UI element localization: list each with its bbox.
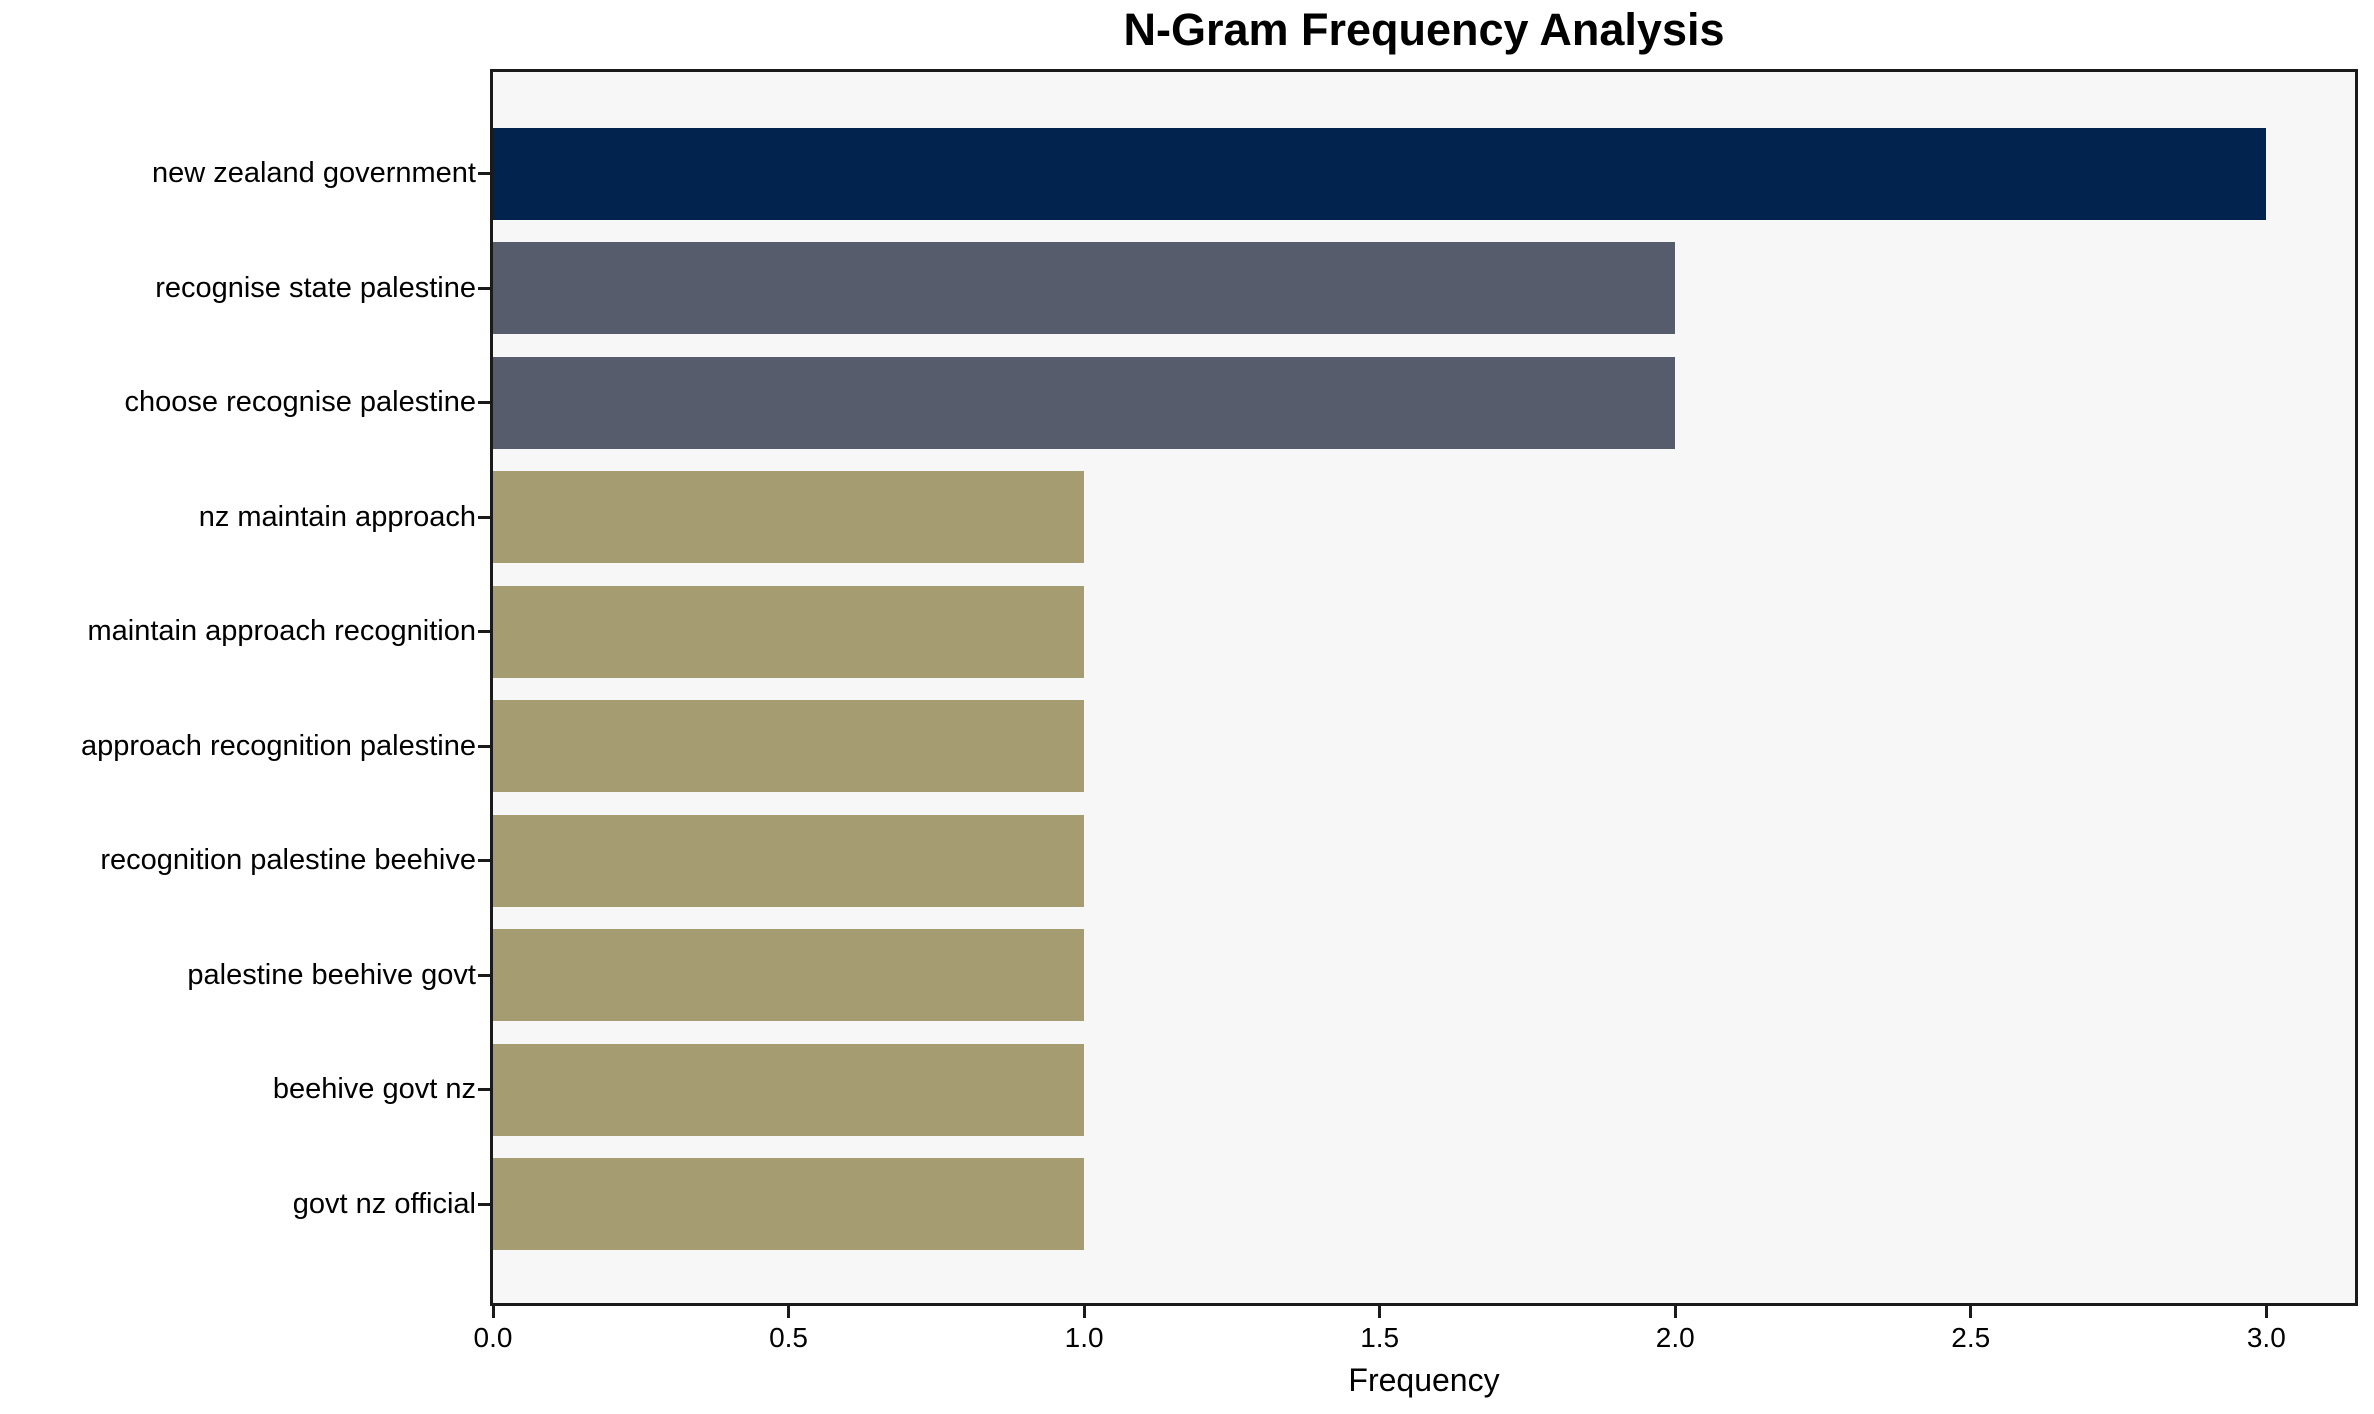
- y-tick-mark: [478, 744, 490, 748]
- y-tick-label: choose recognise palestine: [124, 386, 476, 419]
- bar-approach-recognition-palestine: [493, 700, 1085, 793]
- x-tick-label: 3.0: [2246, 1322, 2286, 1353]
- y-tick-mark: [478, 286, 490, 290]
- x-tick-label: 2.0: [1655, 1322, 1695, 1353]
- y-tick-mark: [478, 515, 490, 519]
- bar-govt-nz-official: [493, 1158, 1085, 1251]
- y-tick-label: approach recognition palestine: [81, 729, 476, 762]
- y-tick-mark: [478, 1088, 490, 1092]
- y-tick-mark: [478, 172, 490, 175]
- chart-title: N-Gram Frequency Analysis: [1123, 4, 1725, 55]
- x-tick-label: 0.0: [473, 1322, 513, 1353]
- bar-beehive-govt-nz: [493, 1043, 1085, 1136]
- x-tick-label: 1.5: [1360, 1322, 1400, 1353]
- y-tick-mark: [478, 401, 490, 405]
- bar-recognition-palestine-beehive: [493, 814, 1085, 907]
- x-axis-label: Frequency: [1348, 1362, 1500, 1398]
- x-tick-mark: [2264, 1306, 2268, 1318]
- y-tick-label: nz maintain approach: [198, 500, 476, 533]
- y-tick-mark: [478, 1202, 490, 1206]
- y-tick-mark: [478, 973, 490, 977]
- bar-nz-maintain-approach: [493, 471, 1085, 564]
- x-tick-mark: [1082, 1306, 1086, 1318]
- x-tick-mark: [1673, 1306, 1677, 1318]
- y-tick-label: recognise state palestine: [155, 271, 476, 304]
- bar-new-zealand-government: [493, 127, 2267, 220]
- plot-area: [490, 69, 2358, 1306]
- y-tick-label: new zealand government: [151, 157, 476, 189]
- x-tick-label: 2.5: [1951, 1322, 1991, 1353]
- bar-palestine-beehive-govt: [493, 929, 1085, 1022]
- x-tick-mark: [1378, 1306, 1382, 1318]
- x-tick-mark: [1969, 1306, 1973, 1318]
- y-tick-mark: [478, 630, 490, 634]
- bar-choose-recognise-palestine: [493, 356, 1676, 449]
- y-tick-mark: [478, 859, 490, 863]
- y-tick-label: beehive govt nz: [272, 1073, 476, 1106]
- y-tick-label: recognition palestine beehive: [100, 844, 476, 877]
- x-tick-label: 1.0: [1064, 1322, 1104, 1353]
- bar-recognise-state-palestine: [493, 242, 1676, 335]
- y-tick-label: govt nz official: [292, 1187, 476, 1220]
- x-tick-mark: [787, 1306, 791, 1318]
- x-tick-mark: [491, 1306, 495, 1318]
- y-tick-label: palestine beehive govt: [187, 958, 476, 991]
- y-tick-label: maintain approach recognition: [87, 615, 476, 648]
- bar-maintain-approach-recognition: [493, 585, 1085, 678]
- x-tick-label: 0.5: [769, 1322, 809, 1353]
